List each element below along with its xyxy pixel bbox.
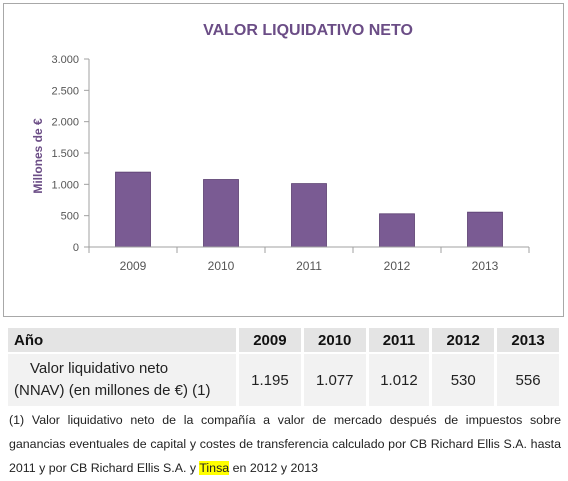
y-tick-label: 1.000 xyxy=(51,179,79,191)
header-year: 2009 xyxy=(239,328,301,352)
x-tick-label: 2010 xyxy=(208,259,235,273)
header-year: 2012 xyxy=(432,328,495,352)
bar-chart: VALOR LIQUIDATIVO NETO Millones de € 0 50… xyxy=(31,22,530,273)
y-tick-label: 2.500 xyxy=(51,85,79,97)
bar-2012 xyxy=(379,213,415,248)
table-cell: 1.077 xyxy=(303,354,366,406)
chart-title: VALOR LIQUIDATIVO NETO xyxy=(203,22,413,39)
table-cell: 556 xyxy=(497,354,559,406)
chart-panel: VALOR LIQUIDATIVO NETO Millones de € 0 50… xyxy=(3,3,564,317)
y-tick-label: 500 xyxy=(61,211,79,223)
x-tick-label: 2011 xyxy=(296,259,322,273)
footnote-highlight: Tinsa xyxy=(199,461,230,475)
y-tick-label: 3.000 xyxy=(51,54,79,66)
footnote: (1) Valor liquidativo neto de la compañí… xyxy=(9,408,561,480)
header-year-label: Año xyxy=(8,328,236,352)
bar-2013 xyxy=(467,211,503,248)
y-axis-label: Millones de € xyxy=(31,118,45,194)
x-tick-label: 2009 xyxy=(120,259,147,273)
bar-2010 xyxy=(203,179,239,248)
x-axis-ticks: 2009 2010 2011 2012 2013 xyxy=(88,247,530,273)
header-year: 2013 xyxy=(497,328,559,352)
header-year: 2010 xyxy=(303,328,366,352)
bar-2011 xyxy=(291,183,327,248)
footnote-text: (1) Valor liquidativo neto de la compañí… xyxy=(9,413,561,475)
row-label-line2: (NNAV) (en millones de €) (1) xyxy=(14,382,211,399)
y-tick-label: 2.000 xyxy=(51,117,79,129)
table-row: Valor liquidativo neto (NNAV) (en millon… xyxy=(8,354,559,406)
x-tick-label: 2013 xyxy=(472,259,499,273)
bars xyxy=(115,171,503,248)
footnote-text-end: en 2012 y 2013 xyxy=(229,461,319,475)
table-cell: 530 xyxy=(432,354,495,406)
table-header-row: Año 2009 2010 2011 2012 2013 xyxy=(8,328,559,352)
table-cell: 1.012 xyxy=(368,354,430,406)
y-tick-label: 1.500 xyxy=(51,148,79,160)
table-cell: 1.195 xyxy=(239,354,301,406)
data-table: Año 2009 2010 2011 2012 2013 Valor liqui… xyxy=(5,326,562,408)
row-label: Valor liquidativo neto (NNAV) (en millon… xyxy=(8,354,236,406)
row-label-line1: Valor liquidativo neto xyxy=(30,360,169,377)
header-year: 2011 xyxy=(368,328,430,352)
y-tick-label: 0 xyxy=(73,242,79,254)
bar-2009 xyxy=(115,171,151,248)
y-axis-ticks: 0 500 1.000 1.500 2.000 2.500 3.000 xyxy=(51,54,89,254)
x-tick-label: 2012 xyxy=(384,259,411,273)
